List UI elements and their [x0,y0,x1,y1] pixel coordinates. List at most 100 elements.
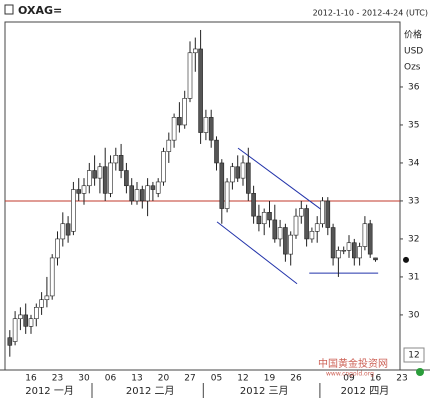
candle-body [325,200,331,228]
candle-body [193,48,198,54]
candle-body [314,223,320,232]
candle-body [28,318,34,327]
status-dot [416,368,424,376]
y-tick-label: 32 [408,234,419,244]
candle-body [150,185,156,190]
x-tick-label: 26 [290,374,302,384]
candle-body [118,155,124,171]
candle-body [12,318,18,342]
x-tick-label: 05 [211,374,222,384]
candle-body [124,170,129,187]
candle-body [198,48,203,133]
candle-body [7,337,13,346]
candle-body [309,231,315,240]
candle-body [272,219,278,240]
candle-body [33,307,39,320]
watermark-url: www.cngold.org [326,371,374,378]
x-tick-label: 27 [184,374,195,384]
candle-body [304,208,309,240]
candle-body [367,223,373,255]
candle-body [97,166,103,179]
last-price-marker [403,256,409,263]
candle-body [320,200,325,225]
candle-body [283,227,288,255]
candle-body [166,139,172,152]
candle-body [373,257,378,261]
candle-body [171,117,177,141]
month-label: 2012 三月 [240,385,289,397]
month-label: 2012 二月 [126,385,175,397]
candle-body [240,162,246,179]
x-tick-label: 13 [131,374,142,384]
x-tick-label: 16 [25,374,37,384]
candle-body [102,166,108,194]
x-tick-label: 23 [52,374,63,384]
candle-body [293,215,299,236]
trend-line [237,147,323,211]
candle-body [256,215,262,225]
candle-body [23,314,29,327]
candle-body [71,189,76,232]
candle-body [113,155,119,164]
axis-label: Ozs [404,63,421,73]
x-tick-label: 16 [370,374,382,384]
x-tick-label: 30 [78,374,90,384]
candle-body [208,117,214,141]
candle-body [87,170,92,187]
x-tick-label: 20 [158,374,170,384]
candle-body [346,242,352,251]
candle-body [55,238,60,259]
candle-body [76,189,81,194]
y-tick-label: 34 [408,158,420,168]
trend-line [216,221,298,285]
x-tick-label: 12 [237,374,248,384]
candle-body [288,234,294,255]
candle-body [203,117,209,133]
corner-label: 12 [408,351,419,361]
candle-body [362,223,368,247]
candle-body [261,212,267,225]
candle-body [351,242,357,259]
y-tick-label: 35 [408,120,419,130]
x-tick-label: 23 [396,374,407,384]
chart-title: OXAG= [18,4,62,17]
candle-body [145,185,150,202]
corner-box [403,347,425,363]
month-label: 2012 四月 [341,385,390,397]
candle-body [182,98,187,126]
date-range: 2012-1-10 - 2012-4-24 (UTC) [313,9,428,18]
candle-body [251,193,256,217]
y-tick-label: 31 [408,272,419,282]
candle-body [129,185,134,202]
candle-body [49,257,55,297]
candle-body [18,314,23,320]
x-tick-label: 09 [343,374,355,384]
axis-label: 价格 [404,29,422,41]
candle-body [155,181,161,194]
chart-icon [4,4,14,15]
candle-body [277,227,283,240]
y-tick-label: 30 [408,310,420,320]
candle-body [246,162,251,194]
candle-body [161,151,166,183]
candle-body [219,162,225,209]
y-tick-label: 33 [408,196,419,206]
x-tick-label: 06 [105,374,117,384]
candle-body [224,181,230,209]
candle-body [44,295,50,301]
candle-body [92,170,97,179]
candle-body [230,166,235,183]
candle-body [65,223,71,236]
candle-body [108,162,113,194]
candle-body [341,250,347,252]
candle-body [60,223,66,240]
candle-body [336,250,341,259]
axis-label: USD [404,47,423,57]
candle-body [357,246,362,259]
candle-body [140,189,145,202]
candle-body [330,227,336,259]
candle-body [81,185,87,194]
watermark-title: 中国黄金投资网 [318,357,388,370]
candle-body [177,117,182,126]
